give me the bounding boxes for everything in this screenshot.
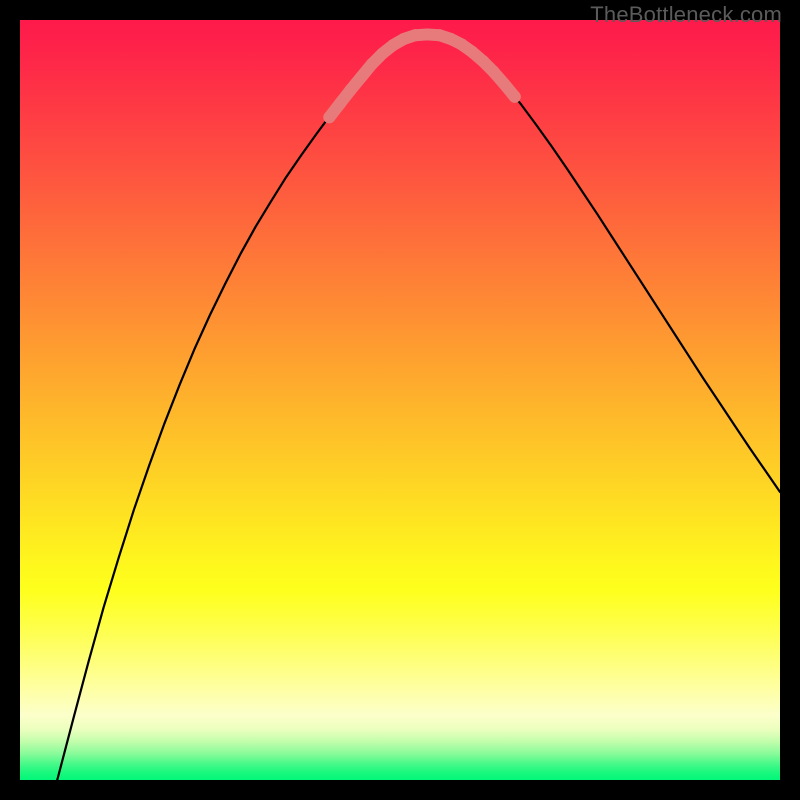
watermark-text: TheBottleneck.com [590,2,782,28]
curve-left [57,34,427,780]
marker-overlay [323,28,520,123]
curve-layer [20,20,780,780]
plot-area [20,20,780,780]
curve-right [427,34,780,492]
